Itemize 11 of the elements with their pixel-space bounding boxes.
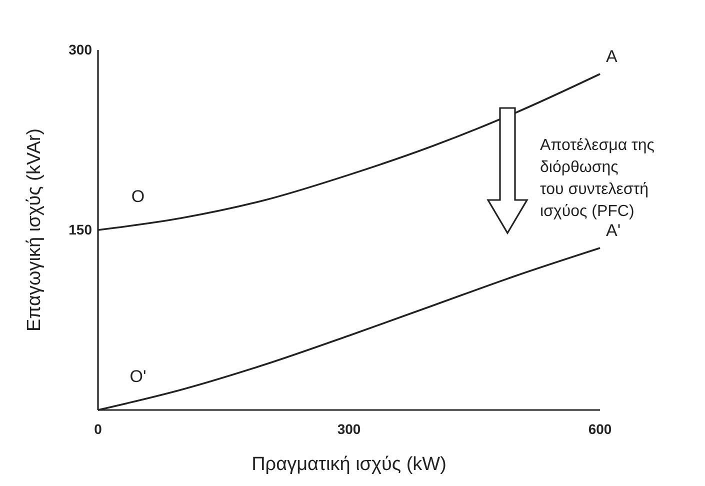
annotation: O (131, 187, 145, 206)
x-tick-label: 0 (94, 420, 102, 437)
x-axis-title: Πραγματική ισχύς (kW) (252, 454, 446, 475)
text: A (606, 47, 618, 66)
text: A' (606, 221, 621, 240)
y-axis-title: Επαγωγική ισχύς (kVAr) (24, 128, 45, 332)
x-tick-label: 300 (337, 420, 361, 437)
annotation: Αποτέλεσμα της διόρθωσης του συντελεστή ισχύος (PFC) (540, 137, 655, 220)
y-tick-label: 150 (68, 221, 92, 238)
x-tick-label: 600 (588, 420, 612, 437)
annotation: O' (130, 367, 146, 386)
